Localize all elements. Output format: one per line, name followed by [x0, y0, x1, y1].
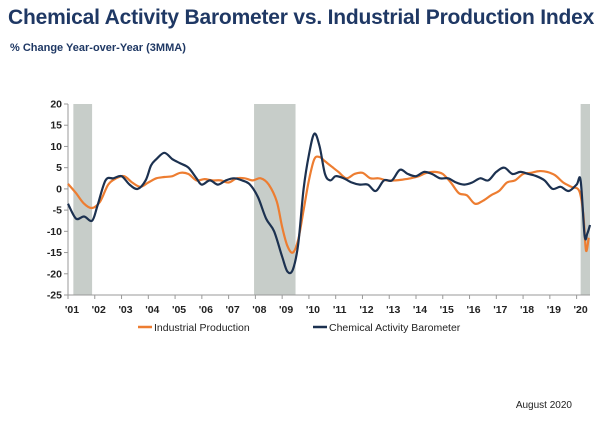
chart-subtitle: % Change Year-over-Year (3MMA)	[10, 42, 186, 54]
y-tick-label: 15	[50, 120, 62, 132]
x-tick-label: '17	[493, 304, 507, 316]
recession-bands	[73, 104, 590, 295]
y-tick-label: 20	[50, 99, 62, 111]
y-tick-label: -20	[47, 268, 62, 280]
x-tick-label: '14	[413, 304, 427, 316]
page-title: Chemical Activity Barometer vs. Industri…	[8, 6, 595, 29]
x-tick-label: '19	[547, 304, 561, 316]
x-tick-label: '13	[386, 304, 400, 316]
y-tick-label: -15	[47, 247, 62, 259]
x-tick-label: '08	[252, 304, 266, 316]
x-tick-label: '04	[145, 304, 159, 316]
x-tick-label: '09	[279, 304, 293, 316]
recession-band-1	[254, 104, 296, 295]
y-tick-label: 5	[56, 162, 62, 174]
chemical-activity-barometer-line	[67, 132, 592, 275]
recession-band-0	[73, 104, 93, 295]
x-tick-label: '02	[92, 304, 106, 316]
y-tick-label: 10	[50, 141, 62, 153]
x-tick-label: '06	[199, 304, 213, 316]
legend: Industrial Production Chemical Activity B…	[138, 322, 461, 334]
x-tick-label: '11	[333, 304, 347, 316]
recession-band-2	[580, 104, 590, 295]
x-tick-label: '05	[172, 304, 186, 316]
x-tick-label: '15	[440, 304, 454, 316]
x-tick-label: '10	[306, 304, 320, 316]
report-date: August 2020	[515, 400, 572, 411]
x-tick-label: '12	[359, 304, 373, 316]
y-tick-label: -25	[47, 290, 62, 302]
x-tick-label: '07	[226, 304, 240, 316]
y-tick-label: 0	[56, 183, 62, 195]
axes: 20 15 10 5 0 -5 -10 -15 -20 -25'01 '02 '03 '04 '05 '06…	[47, 99, 590, 316]
legend-label: Industrial Production	[154, 322, 250, 334]
x-tick-label: '20	[574, 304, 588, 316]
industrial-production-line	[67, 155, 590, 254]
x-tick-label: '16	[466, 304, 480, 316]
y-tick-label: -5	[53, 205, 62, 217]
x-tick-label: '18	[520, 304, 534, 316]
x-tick-label: '03	[118, 304, 132, 316]
x-tick-label: '01	[65, 304, 79, 316]
legend-label: Chemical Activity Barometer	[329, 322, 461, 334]
series-lines	[67, 132, 592, 275]
y-tick-label: -10	[47, 226, 62, 238]
